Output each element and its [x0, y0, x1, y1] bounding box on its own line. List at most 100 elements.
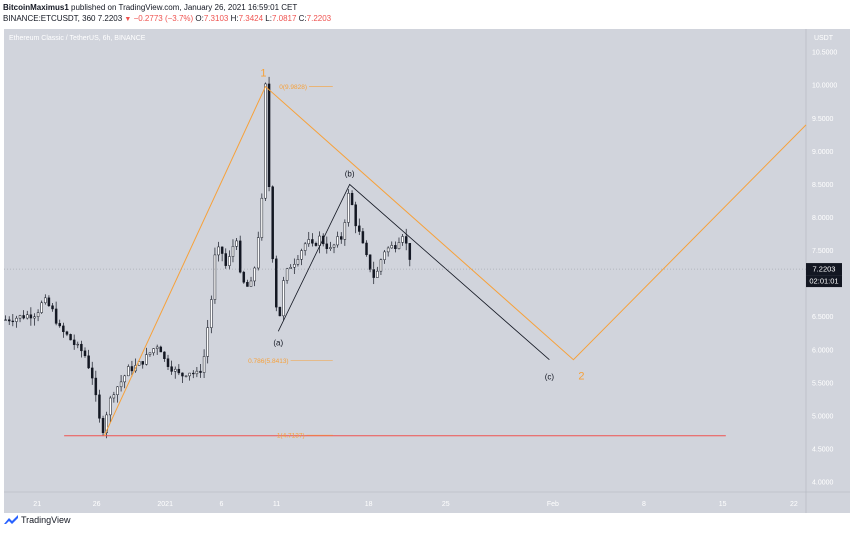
close-label: C: — [298, 14, 307, 23]
candle-body — [329, 247, 332, 249]
candle-body — [155, 346, 159, 349]
elliott-wave-line — [103, 85, 807, 436]
countdown-tag-label: 02:01:01 — [809, 277, 838, 286]
candle-body — [228, 256, 231, 266]
candle-body — [141, 361, 144, 365]
candle-body — [159, 346, 163, 353]
time-scale-area — [4, 492, 850, 513]
candle-body — [336, 236, 339, 246]
candle-body — [76, 343, 80, 346]
x-tick-label: 15 — [719, 501, 727, 508]
publish-info: published on TradingView.com, January 26… — [71, 3, 298, 12]
candle-body — [325, 243, 329, 249]
y-tick-label: 6.5000 — [812, 314, 834, 321]
publisher-name[interactable]: BitcoinMaximus1 — [3, 3, 69, 12]
open-value: 7.3103 — [203, 14, 229, 23]
ohlc-line: BINANCE:ETCUSDT, 360 7.2203 ▼ −0.2773 (−… — [3, 13, 331, 25]
fib-level-label: 0(9.9828) — [279, 84, 307, 91]
candle-body — [210, 299, 213, 328]
candle-body — [300, 250, 303, 260]
candle-body — [199, 370, 202, 373]
candle-body — [192, 372, 195, 375]
candle-body — [101, 418, 105, 434]
candle-body — [98, 394, 101, 419]
price-tags: 7.2203 02:01:01 — [4, 263, 842, 288]
countdown-tag — [806, 275, 842, 288]
candle-body — [246, 281, 249, 287]
candle-body — [65, 331, 69, 335]
chart-title: Ethereum Classic / TetherUS, 6h, BINANCE — [9, 35, 146, 42]
candle-body — [177, 368, 181, 374]
candle-body — [217, 246, 220, 256]
x-tick-label: 21 — [33, 501, 41, 508]
y-axis-unit: USDT — [814, 35, 834, 42]
candle-body — [119, 381, 123, 388]
candle-body — [365, 242, 368, 256]
candle-body — [314, 243, 318, 246]
tradingview-logo-icon[interactable] — [4, 515, 18, 525]
candle-body — [347, 193, 350, 223]
y-tick-label: 10.0000 — [812, 83, 837, 90]
candle-body — [127, 366, 130, 377]
candle-body — [224, 253, 227, 266]
candle-body — [62, 325, 65, 333]
x-tick-label: 8 — [642, 501, 646, 508]
y-tick-label: 6.0000 — [812, 347, 834, 354]
candle-body — [33, 316, 36, 319]
candle-body — [123, 375, 126, 383]
x-tick-label: 18 — [365, 501, 373, 508]
candle-body — [80, 343, 83, 352]
candle-body — [249, 280, 253, 287]
candle-body — [397, 242, 401, 250]
symbol-interval: BINANCE:ETCUSDT, 360 — [3, 14, 96, 23]
candle-body — [22, 315, 25, 319]
wave-label-1: 1 — [260, 68, 266, 80]
candle-body — [29, 314, 33, 319]
candle-body — [275, 258, 278, 308]
candle-body — [54, 308, 58, 324]
grid-lines — [4, 29, 850, 513]
x-tick-label: Feb — [547, 501, 559, 508]
fib-level-label: 0.786(5.8413) — [248, 358, 288, 365]
candle-body — [260, 197, 264, 238]
candle-body — [11, 320, 15, 323]
candle-body — [94, 377, 98, 396]
footer-brand[interactable]: TradingView — [21, 515, 71, 525]
candle-body — [376, 270, 379, 278]
x-tick-label: 2021 — [157, 501, 173, 508]
candle-body — [72, 339, 76, 345]
candle-body — [372, 269, 375, 278]
candle-body — [343, 222, 347, 240]
low-value: 7.0817 — [271, 14, 297, 23]
candle-body — [311, 239, 314, 244]
candle-body — [332, 244, 336, 248]
candle-body — [58, 323, 61, 327]
down-arrow-icon: ▼ — [124, 16, 132, 23]
candle-body — [145, 354, 148, 365]
candle-body — [213, 254, 217, 300]
candle-body — [296, 259, 300, 265]
high-label: H: — [230, 14, 239, 23]
candle-body — [220, 246, 224, 254]
corrective-label: (a) — [273, 338, 283, 347]
y-tick-label: 9.5000 — [812, 116, 834, 123]
candle-body — [170, 366, 173, 372]
candle-body — [166, 358, 170, 367]
plot-area[interactable] — [4, 29, 806, 492]
candle-body — [386, 247, 390, 253]
candle-body — [87, 355, 90, 369]
candle-body — [321, 235, 325, 245]
y-tick-label: 10.5000 — [812, 50, 837, 57]
candle-body — [264, 83, 267, 199]
candle-body — [148, 352, 152, 355]
candle-body — [188, 372, 191, 377]
corrective-wave-line — [277, 183, 550, 361]
candle-body — [51, 305, 54, 310]
y-tick-label: 9.0000 — [812, 149, 834, 156]
candle-body — [358, 225, 361, 232]
x-tick-label: 22 — [790, 501, 798, 508]
candle-body — [116, 386, 119, 395]
candle-body — [293, 264, 296, 268]
candle-body — [242, 271, 246, 283]
